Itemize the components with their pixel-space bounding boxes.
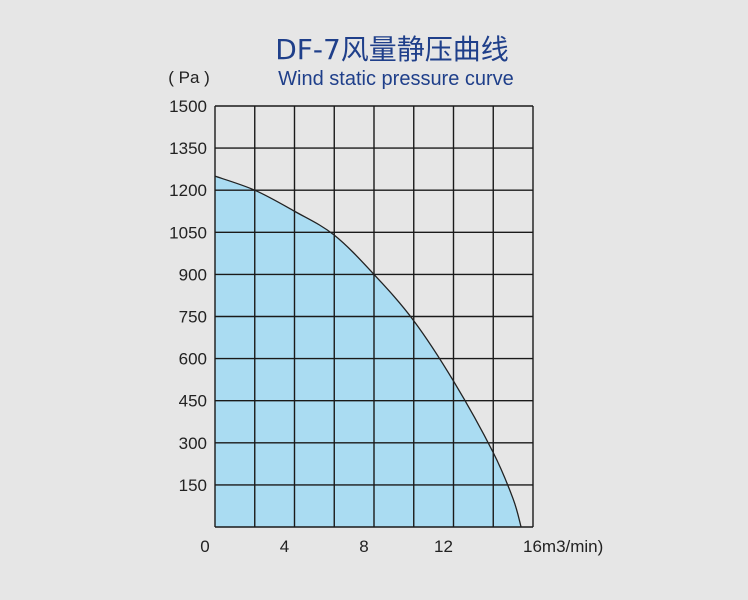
y-tick-label: 300 xyxy=(179,434,207,453)
y-tick-label: 600 xyxy=(179,350,207,369)
area-fill-layer xyxy=(215,176,522,528)
pressure-area-fill xyxy=(215,176,522,528)
y-tick-label: 150 xyxy=(179,476,207,495)
x-tick-label: 4 xyxy=(280,537,289,556)
x-tick-label: 12 xyxy=(434,537,453,556)
x-tick-label: 0 xyxy=(200,537,209,556)
y-tick-labels: 150 300 450 600 750 900 1050 1200 1350 1500 xyxy=(169,97,207,495)
x-tick-label: 8 xyxy=(359,537,368,556)
y-tick-label: 900 xyxy=(179,265,207,284)
x-tick-label: 16m3/min) xyxy=(523,537,603,556)
y-tick-label: 1350 xyxy=(169,139,207,158)
grid-layer xyxy=(214,105,534,528)
y-tick-label: 1050 xyxy=(169,223,207,242)
y-axis-unit-label: ( Pa ) xyxy=(168,68,210,87)
x-tick-labels: 0 4 8 12 16m3/min) xyxy=(200,537,603,556)
curve-layer xyxy=(214,175,522,528)
y-tick-label: 450 xyxy=(179,392,207,411)
chart-title: DF-7风量静压曲线 xyxy=(275,33,509,66)
y-tick-label: 1500 xyxy=(169,97,207,116)
chart-subtitle: Wind static pressure curve xyxy=(278,68,514,90)
pressure-curve-line xyxy=(214,175,522,528)
y-tick-label: 1200 xyxy=(169,181,207,200)
y-tick-label: 750 xyxy=(179,308,207,327)
